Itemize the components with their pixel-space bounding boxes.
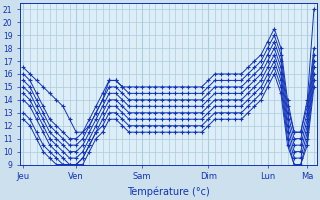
X-axis label: Température (°c): Température (°c) [127,187,210,197]
